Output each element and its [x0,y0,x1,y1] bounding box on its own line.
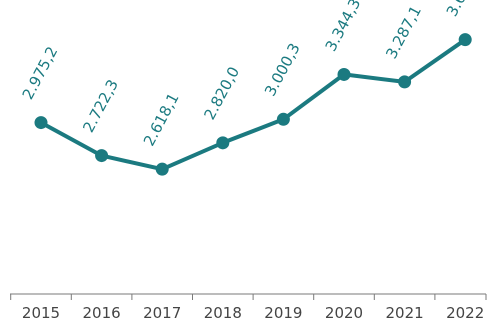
series-layer [34,33,472,176]
data-label: 3.287,1 [382,3,425,62]
x-tick-label: 2019 [264,304,302,320]
data-label: 3.000,3 [261,40,304,99]
data-label: 2.618,1 [140,90,183,149]
data-label: 3.344,3 [322,0,365,54]
data-label: 2.975,2 [19,43,62,102]
data-label: 2.722,3 [79,76,122,135]
data-point [216,136,230,150]
x-tick-label: 2017 [143,304,181,320]
x-tick-label: 2015 [22,304,60,320]
data-point [337,67,351,81]
data-label: 2.820,0 [200,64,243,123]
x-tick-label: 2016 [83,304,121,320]
data-point [34,116,48,130]
x-tick-label: 2021 [386,304,424,320]
data-point [276,112,290,126]
x-axis: 2015 2016 2017 2018 2019 2020 2021 2022 [10,293,487,320]
data-point [398,75,412,89]
x-tick-label: 2018 [204,304,242,320]
series-line [39,37,468,172]
data-point [155,162,169,176]
x-tick-label: 2020 [325,304,363,320]
x-tick-label: 2022 [446,304,484,320]
data-point [458,33,472,47]
data-point [95,149,109,163]
data-label: 3.611,0 [443,0,486,20]
